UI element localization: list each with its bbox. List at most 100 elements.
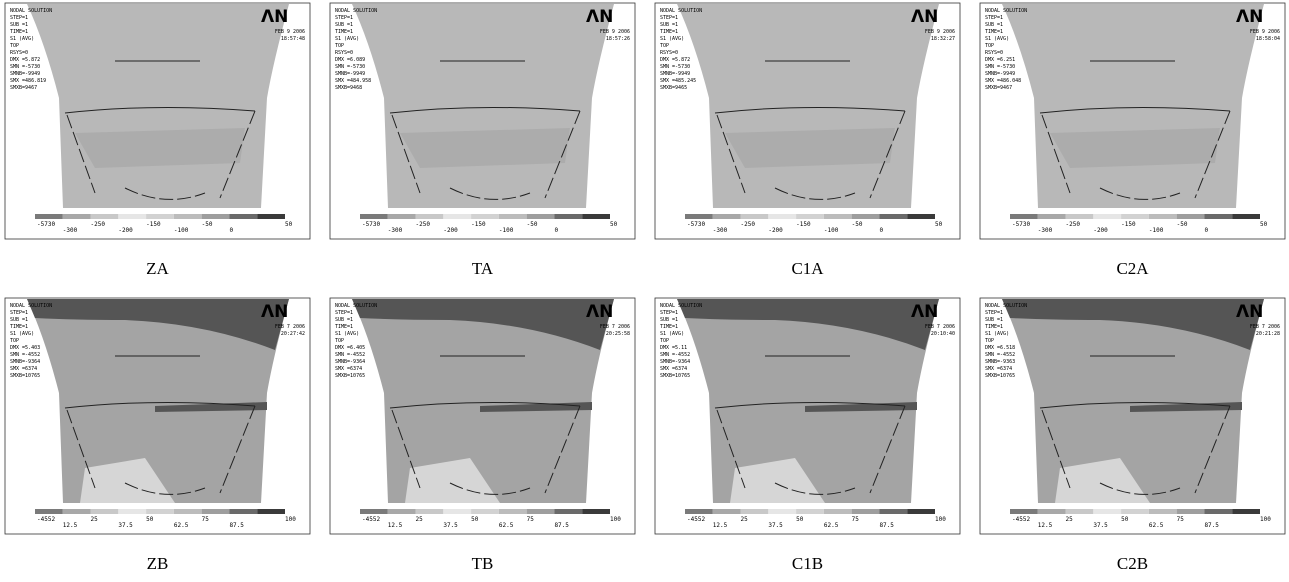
solution-info: SMX =484.958 [335,78,371,84]
legend-swatch [415,214,444,219]
solution-info: SUB =1 [660,317,678,323]
solution-info: S1 (AVG) [10,36,34,42]
legend-swatch [1148,214,1177,219]
legend-swatch [62,214,91,219]
solution-info: STEP=1 [335,15,353,21]
solution-info: STEP=1 [10,310,28,316]
shade-region [725,128,895,168]
legend-label: -300 [713,227,728,234]
solution-info: TOP [10,43,19,49]
solution-info: TIME=1 [660,324,678,330]
solution-info: SMXB=10765 [985,373,1015,379]
plot-time: 18:58:04 [1256,36,1280,42]
solution-info: SUB =1 [985,22,1003,28]
cup-line [66,405,256,495]
solution-info: TOP [985,338,994,344]
legend-label: -300 [388,227,403,234]
cup-line [391,110,581,200]
cup-line [64,401,256,409]
legend-label: -200 [443,227,458,234]
solution-info: SMX =486.048 [985,78,1021,84]
solution-info: TIME=1 [10,29,28,35]
model-body [352,299,614,503]
solution-info: SMN =-5730 [985,64,1015,70]
legend-label: 87.5 [554,522,569,529]
legend-label: 37.5 [118,522,133,529]
ansys-logo: ΛN [1236,7,1263,27]
solution-info: SMN =-5730 [335,64,365,70]
legend-label: 0 [1204,227,1208,234]
legend-label: 12.5 [1038,522,1053,529]
legend-label: -4552 [37,516,55,523]
plot-date: FEB 9 2006 [275,29,305,35]
light-region [80,458,175,503]
plot-time: 18:32:27 [931,36,955,42]
solution-info: RSYS=0 [660,50,678,56]
plot-time: 20:25:58 [606,331,630,337]
legend-label: -100 [824,227,839,234]
legend-swatch [146,509,174,514]
solution-info: SMNB=-9949 [10,71,40,77]
cup-line [389,401,581,409]
solution-info: SUB =1 [335,22,353,28]
solution-info: RSYS=0 [335,50,353,56]
legend-label: -200 [118,227,133,234]
legend-swatch [1176,509,1205,514]
legend-label: -5730 [37,221,55,228]
solution-info: SMXB=10765 [335,373,365,379]
model-body [677,299,939,503]
solution-info: STEP=1 [985,310,1003,316]
legend-swatch [1232,214,1260,219]
light-region [1055,458,1150,503]
solution-info: TOP [985,43,994,49]
legend-label: 62.5 [1149,522,1164,529]
solution-info: TIME=1 [335,29,353,35]
legend-label: 0 [554,227,558,234]
legend-label: 0 [879,227,883,234]
legend-swatch [796,214,824,219]
legend-label: -50 [1177,221,1188,228]
legend-label: 37.5 [768,522,783,529]
ansys-logo: ΛN [261,302,288,322]
legend-swatch [796,509,824,514]
legend-label: 50 [796,516,804,523]
cup-line [1041,405,1231,495]
legend-swatch [1093,214,1122,219]
legend-label: -100 [499,227,514,234]
legend-label: 87.5 [229,522,244,529]
legend-label: 50 [285,221,293,228]
legend-label: -4552 [687,516,705,523]
solution-info: SMXB=9467 [10,85,37,91]
solution-info: S1 (AVG) [985,331,1009,337]
legend-swatch [1204,509,1233,514]
legend-swatch [823,214,852,219]
model-body [27,4,289,208]
legend-swatch [1093,509,1122,514]
legend-label: 75 [202,516,210,523]
legend-label: 37.5 [443,522,458,529]
solution-info: SMXB=10765 [10,373,40,379]
solution-info: SMX =6374 [335,366,362,372]
legend-swatch [685,509,713,514]
legend-swatch [1010,509,1038,514]
caption: ZB [147,554,169,573]
plot-date: FEB 7 2006 [600,324,630,330]
legend-swatch [712,509,741,514]
legend-swatch [740,214,769,219]
solution-info: STEP=1 [10,15,28,21]
legend-swatch [907,214,935,219]
cup-line [1041,110,1231,200]
legend-swatch [1232,509,1260,514]
model-body [27,299,289,503]
legend-swatch [471,214,499,219]
legend-swatch [712,214,741,219]
solution-info: RSYS=0 [10,50,28,56]
solution-info: SMNB=-9363 [985,359,1015,365]
legend-swatch [1121,509,1149,514]
legend-swatch [1065,509,1094,514]
